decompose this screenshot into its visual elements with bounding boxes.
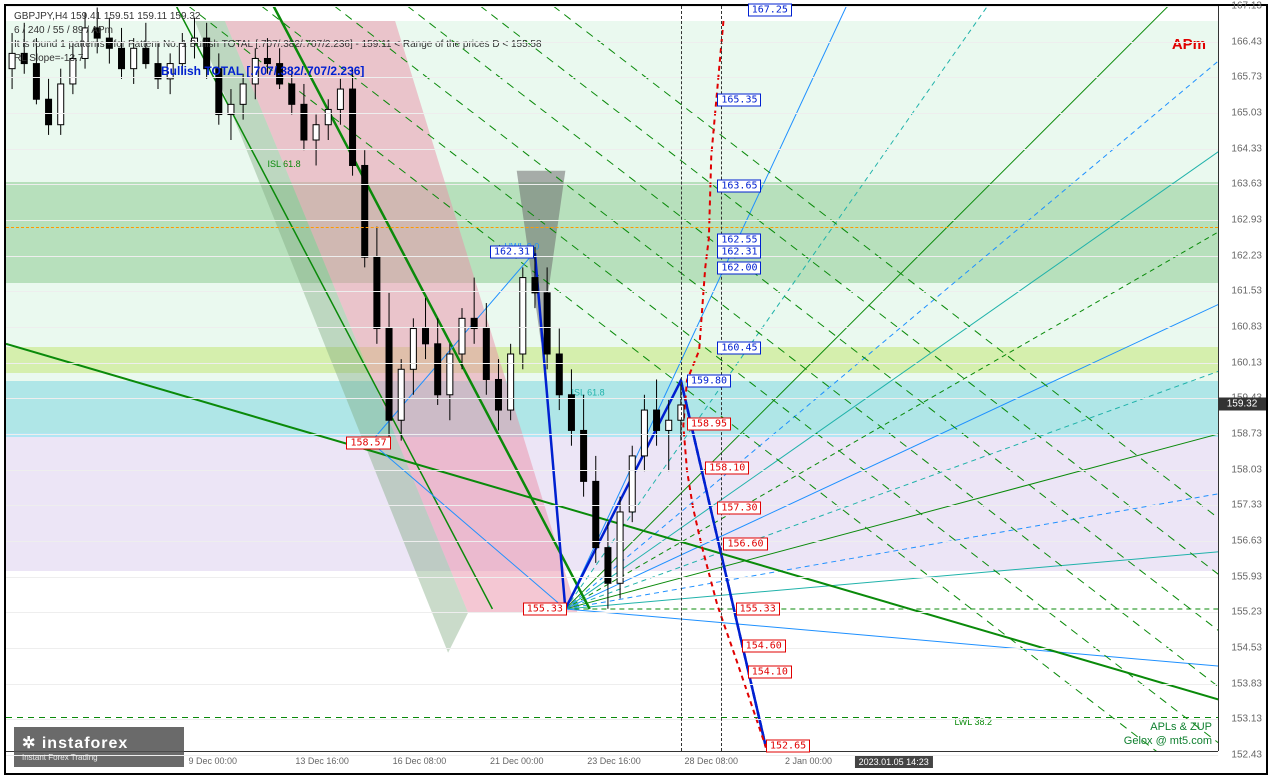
- x-tick: 2 Jan 00:00: [785, 756, 832, 766]
- svg-text:ISL 61.8: ISL 61.8: [571, 387, 604, 397]
- grid-line: [6, 363, 1218, 364]
- grid-line: [6, 577, 1218, 578]
- grid-line: [6, 398, 1218, 399]
- price-label: 157.30: [717, 501, 761, 514]
- grid-line: [6, 612, 1218, 613]
- credits-line-2: Gelox @ mt5.com: [1124, 734, 1212, 748]
- y-tick: 163.63: [1231, 179, 1262, 190]
- price-label: 152.65: [766, 740, 810, 753]
- logo-subtext: Instant Forex Trading: [22, 753, 176, 762]
- y-tick: 162.23: [1231, 250, 1262, 261]
- grid-line: [6, 684, 1218, 685]
- x-tick-active: 2023.01.05 14:23: [855, 756, 933, 768]
- apm-label: APm: [1172, 36, 1206, 53]
- y-tick: 161.53: [1231, 286, 1262, 297]
- pattern-title: Bullish TOTAL [.707/.382/.707/2.236]: [161, 64, 364, 78]
- price-label: 160.45: [717, 341, 761, 354]
- y-tick: 164.33: [1231, 143, 1262, 154]
- y-axis: 167.13166.43165.73165.03164.33163.63162.…: [1218, 6, 1266, 751]
- grid-line: [6, 505, 1218, 506]
- grid-line: [6, 220, 1218, 221]
- y-tick: 165.03: [1231, 108, 1262, 119]
- x-tick: 13 Dec 16:00: [295, 756, 349, 766]
- price-label: 162.00: [717, 262, 761, 275]
- price-label: 167.25: [748, 3, 792, 16]
- y-tick: 152.43: [1231, 750, 1262, 761]
- info-line-2: It is found 1 patterns - for Pattern No.…: [14, 38, 542, 52]
- credits-line-1: APLs & ZUP: [1124, 720, 1212, 734]
- grid-line: [6, 42, 1218, 43]
- grid-line: [6, 184, 1218, 185]
- grid-line: [6, 541, 1218, 542]
- y-tick: 154.53: [1231, 643, 1262, 654]
- y-tick: 160.83: [1231, 322, 1262, 333]
- x-tick: 9 Dec 00:00: [188, 756, 237, 766]
- price-label: 162.31: [490, 246, 534, 259]
- background-lines: ISL 61.8ISL 61.8UWL 0.0LWL 38.2: [6, 6, 1222, 755]
- y-tick: 158.73: [1231, 429, 1262, 440]
- grid-line: [6, 648, 1218, 649]
- svg-text:ISL 61.8: ISL 61.8: [267, 159, 300, 169]
- y-tick: 155.93: [1231, 571, 1262, 582]
- grid-line: [6, 327, 1218, 328]
- grid-line: [6, 719, 1218, 720]
- price-label: 154.10: [748, 665, 792, 678]
- grid-line: [6, 256, 1218, 257]
- y-tick: 153.13: [1231, 714, 1262, 725]
- symbol-line: GBPJPY,H4 159.41 159.51 159.11 159.32: [14, 10, 542, 24]
- info-line-1: 6 / 240 / 55 / 89 / APm: [14, 24, 542, 38]
- foreground-lines: [6, 6, 1222, 755]
- price-label: 156.60: [723, 537, 767, 550]
- grid-line: [6, 434, 1218, 435]
- x-tick: 16 Dec 08:00: [393, 756, 447, 766]
- grid-line: [6, 291, 1218, 292]
- price-label: 155.33: [736, 602, 780, 615]
- grid-line: [6, 149, 1218, 150]
- y-tick: 156.63: [1231, 536, 1262, 547]
- y-tick: 155.23: [1231, 607, 1262, 618]
- y-tick: 157.33: [1231, 500, 1262, 511]
- grid-line: [6, 470, 1218, 471]
- price-label: 158.10: [705, 462, 749, 475]
- time-marker: [681, 6, 682, 751]
- price-label: 163.65: [717, 179, 761, 192]
- x-tick: 23 Dec 16:00: [587, 756, 641, 766]
- price-label: 158.57: [346, 437, 390, 450]
- chart-container: ISL 61.8ISL 61.8UWL 0.0LWL 38.2 167.1316…: [4, 4, 1268, 775]
- price-label: 159.80: [687, 374, 731, 387]
- x-tick: 28 Dec 08:00: [684, 756, 738, 766]
- grid-line: [6, 113, 1218, 114]
- price-label: 158.95: [687, 417, 731, 430]
- x-tick: 21 Dec 00:00: [490, 756, 544, 766]
- credits: APLs & ZUP Gelox @ mt5.com: [1124, 720, 1212, 748]
- chart-header: GBPJPY,H4 159.41 159.51 159.11 159.32 6 …: [14, 10, 542, 66]
- price-label: 155.33: [523, 602, 567, 615]
- grid-line: [6, 77, 1218, 78]
- plot-area[interactable]: ISL 61.8ISL 61.8UWL 0.0LWL 38.2: [6, 6, 1218, 751]
- y-tick: 158.03: [1231, 464, 1262, 475]
- y-tick: 165.73: [1231, 72, 1262, 83]
- y-tick: 162.93: [1231, 215, 1262, 226]
- price-label: 165.35: [717, 93, 761, 106]
- price-label: 162.31: [717, 246, 761, 259]
- y-tick: 167.13: [1231, 1, 1262, 12]
- broker-logo: ✲ instaforex Instant Forex Trading: [14, 727, 184, 767]
- y-tick: 153.83: [1231, 678, 1262, 689]
- grid-line: [6, 6, 1218, 7]
- price-label: 154.60: [742, 640, 786, 653]
- y-tick: 166.43: [1231, 36, 1262, 47]
- current-price-marker: 159.32: [1218, 397, 1266, 410]
- y-tick: 160.13: [1231, 357, 1262, 368]
- grid-line: [6, 755, 1218, 756]
- logo-text: ✲ instaforex: [22, 733, 176, 753]
- reference-line: [6, 227, 1218, 228]
